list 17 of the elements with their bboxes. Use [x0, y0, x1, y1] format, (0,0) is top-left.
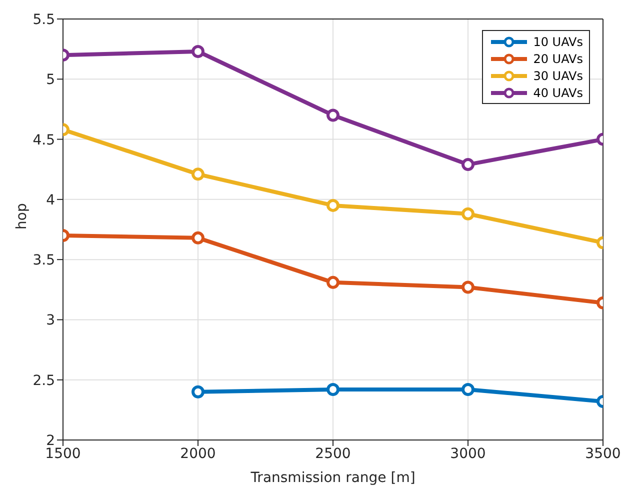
- x-tick-label: 2500: [315, 446, 351, 462]
- y-tick-label: 5: [46, 72, 55, 88]
- y-tick-label: 4.5: [32, 132, 55, 148]
- legend-label: 40 UAVs: [533, 86, 583, 100]
- legend-label: 10 UAVs: [533, 34, 583, 48]
- x-tick-label: 3500: [585, 446, 621, 462]
- x-tick-label: 2000: [180, 446, 216, 462]
- y-tick-label: 3: [46, 312, 55, 329]
- y-tick-label: 2.5: [32, 372, 55, 389]
- y-tick-label: 4: [46, 192, 56, 208]
- y-tick-label: 5.5: [32, 12, 55, 28]
- x-tick-label: 3000: [450, 446, 486, 462]
- x-axis-title: Transmission range [m]: [250, 470, 416, 486]
- legend-label: 20 UAVs: [533, 52, 583, 66]
- y-tick-label: 3.5: [32, 252, 55, 269]
- legend-label: 30 UAVs: [533, 68, 583, 82]
- y-axis-title: hop: [14, 203, 30, 230]
